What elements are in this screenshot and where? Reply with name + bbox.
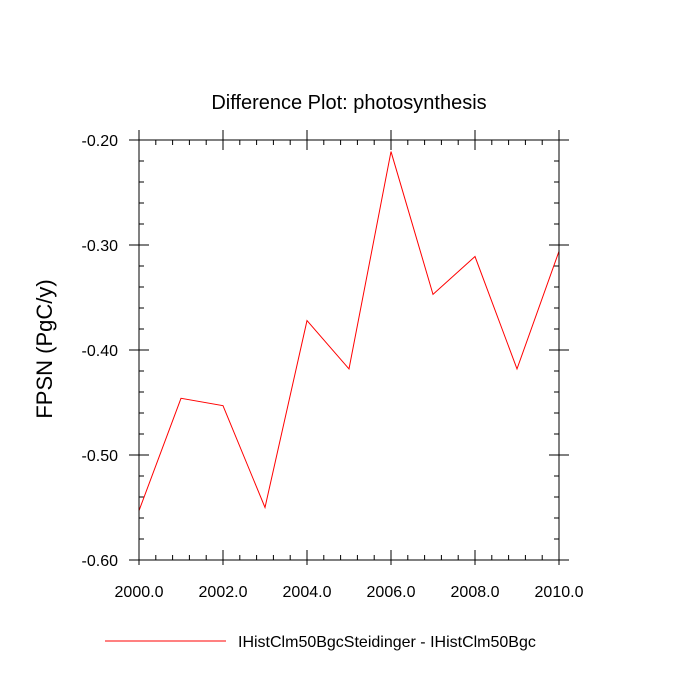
x-tick-label: 2008.0 bbox=[451, 584, 500, 601]
y-tick-label: -0.40 bbox=[82, 343, 119, 360]
chart-title: Difference Plot: photosynthesis bbox=[211, 92, 486, 114]
y-axis-label: FPSN (PgC/y) bbox=[32, 279, 57, 418]
y-tick-label: -0.60 bbox=[82, 553, 119, 570]
legend-label: IHistClm50BgcSteidinger - IHistClm50Bgc bbox=[238, 634, 536, 651]
plot-frame bbox=[138, 139, 560, 561]
y-tick-label: -0.30 bbox=[82, 238, 119, 255]
y-tick-label: -0.20 bbox=[82, 133, 119, 150]
y-tick-label: -0.50 bbox=[82, 448, 119, 465]
minor-ticks bbox=[139, 140, 559, 560]
x-tick-label: 2000.0 bbox=[115, 584, 164, 601]
x-tick-label: 2004.0 bbox=[283, 584, 332, 601]
series-line bbox=[138, 151, 560, 511]
series-layer bbox=[138, 151, 560, 511]
x-tick-label: 2010.0 bbox=[535, 584, 584, 601]
legend: IHistClm50BgcSteidinger - IHistClm50Bgc bbox=[105, 634, 536, 651]
major-ticks bbox=[129, 130, 569, 565]
y-tick-labels: -0.60 -0.50 -0.40 -0.30 -0.20 bbox=[82, 133, 119, 570]
x-tick-labels: 2000.0 2002.0 2004.0 2006.0 2008.0 2010.0 bbox=[115, 584, 584, 601]
x-tick-label: 2006.0 bbox=[367, 584, 416, 601]
x-tick-label: 2002.0 bbox=[199, 584, 248, 601]
